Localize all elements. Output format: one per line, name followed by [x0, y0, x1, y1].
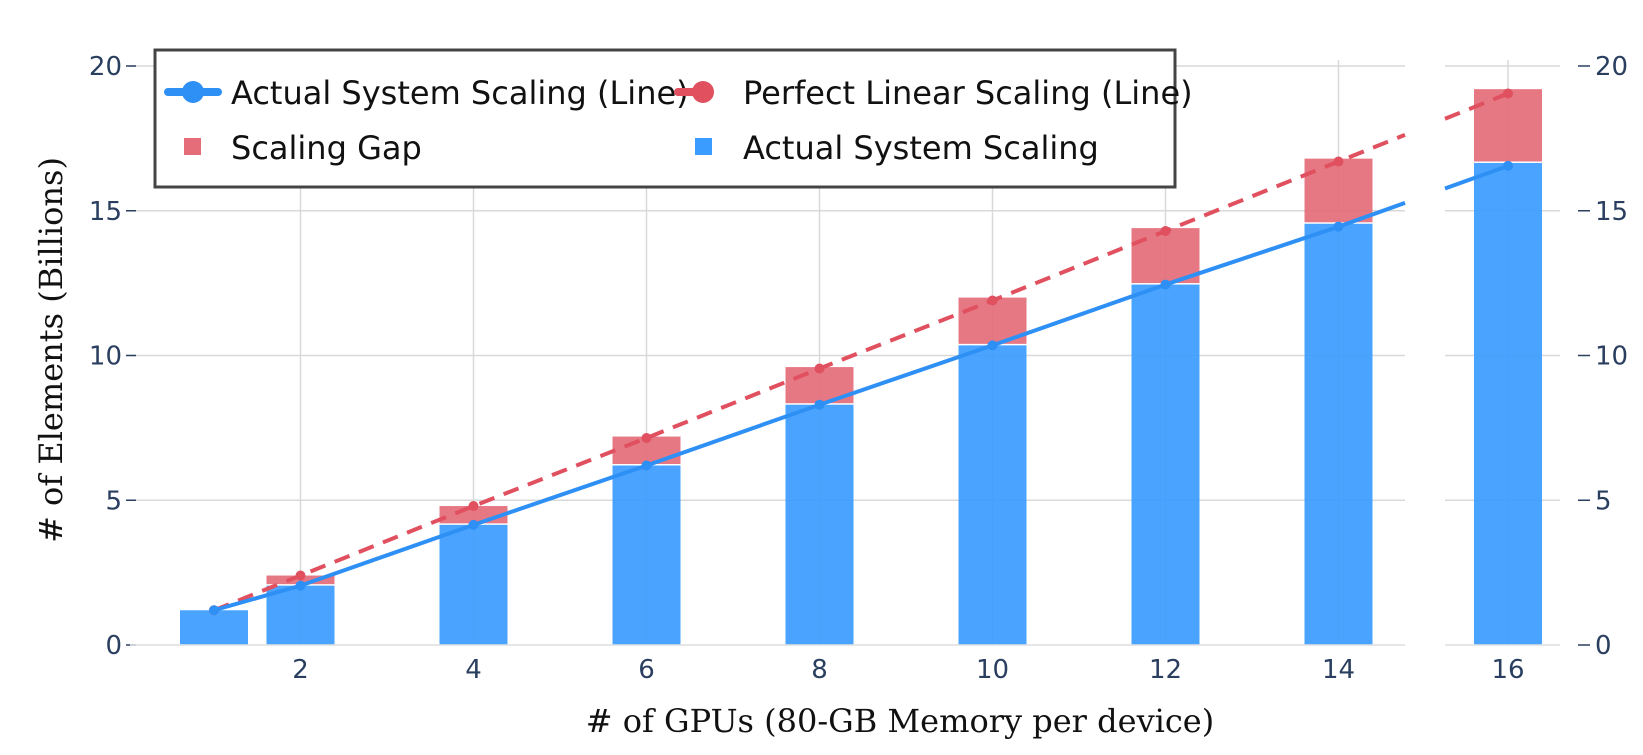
- actual-system-scaling-line-point: [1503, 160, 1513, 171]
- perfect-linear-scaling-line-point: [814, 363, 825, 374]
- y-tick-label-right: 15: [1595, 197, 1628, 227]
- y-axis-title: # of Elements (Billions): [32, 157, 70, 543]
- perfect-linear-scaling-line-point: [641, 433, 652, 444]
- x-axis-title: # of GPUs (80-GB Memory per device): [586, 702, 1214, 740]
- y-tick-label-left: 5: [105, 486, 122, 516]
- perfect-linear-scaling-line-point: [1503, 88, 1513, 99]
- legend-marker-actual-line: [182, 81, 204, 103]
- actual-system-scaling-line-point: [209, 605, 219, 616]
- x-tick-label: 14: [1322, 655, 1355, 685]
- actual-system-scaling-line-point: [295, 580, 306, 591]
- bars-layer: [180, 89, 1542, 646]
- y-tick-label-left: 15: [89, 197, 122, 227]
- legend-swatch-scaling-gap: [184, 138, 201, 155]
- perfect-linear-scaling-line-segment: [1444, 91, 1509, 121]
- legend-marker-perfect-line: [692, 81, 714, 103]
- x-tick-label: 4: [465, 655, 482, 685]
- legend-box: [153, 48, 1177, 189]
- y-tick-label-left: 0: [105, 631, 122, 661]
- bar-scaling-gap: [1304, 158, 1373, 223]
- legend-label-perfect-line: Perfect Linear Scaling (Line): [743, 74, 1193, 112]
- y-tick-label-right: 20: [1595, 52, 1628, 82]
- legend-label-actual-bar: Actual System Scaling: [743, 129, 1099, 167]
- perfect-linear-scaling-line-point: [1333, 156, 1344, 167]
- actual-system-scaling-line-point: [641, 460, 652, 471]
- bar-scaling-gap: [1131, 228, 1200, 284]
- actual-system-scaling-line-point: [1160, 279, 1171, 290]
- bar-actual-system-scaling: [1131, 284, 1200, 645]
- y-tick-label-left: 10: [89, 342, 122, 372]
- axis-layer: 0 0 5 5 10 10 15 15 20 20 2 4 6 8 10 12 14 16: [89, 52, 1628, 685]
- perfect-linear-scaling-line-point: [987, 295, 998, 306]
- bar-actual-system-scaling: [266, 585, 335, 645]
- legend-label-scaling-gap: Scaling Gap: [231, 129, 422, 167]
- actual-system-scaling-line-segment: [1444, 163, 1509, 191]
- bar-actual-system-scaling: [958, 345, 1027, 645]
- bar-actual-system-scaling: [439, 524, 508, 645]
- lines-layer: [209, 88, 1513, 616]
- perfect-linear-scaling-line-point: [468, 501, 479, 512]
- x-tick-label: 2: [292, 655, 309, 685]
- y-tick-label-left: 20: [89, 52, 122, 82]
- bar-actual-system-scaling: [612, 465, 681, 645]
- y-tick-label-right: 5: [1595, 486, 1612, 516]
- legend-label-actual-line: Actual System Scaling (Line): [231, 74, 689, 112]
- legend: Actual System Scaling (Line) Perfect Lin…: [153, 48, 1193, 189]
- y-tick-label-right: 10: [1595, 342, 1628, 372]
- bar-actual-system-scaling: [1474, 162, 1542, 646]
- bar-scaling-gap: [1474, 89, 1542, 162]
- x-tick-label: 8: [811, 655, 828, 685]
- x-tick-label: 12: [1149, 655, 1182, 685]
- x-tick-label: 16: [1491, 655, 1524, 685]
- y-tick-label-right: 0: [1595, 631, 1612, 661]
- bar-actual-system-scaling: [180, 610, 248, 645]
- actual-system-scaling-line-point: [987, 340, 998, 351]
- x-tick-label: 6: [638, 655, 655, 685]
- actual-system-scaling-line-point: [468, 519, 479, 530]
- actual-system-scaling-line-point: [814, 399, 825, 410]
- bar-actual-system-scaling: [785, 404, 854, 645]
- actual-system-scaling-line-point: [1333, 221, 1344, 232]
- perfect-linear-scaling-line-point: [295, 570, 306, 581]
- legend-swatch-actual-bar: [695, 138, 712, 155]
- perfect-linear-scaling-line-point: [1160, 226, 1171, 237]
- bar-actual-system-scaling: [1304, 223, 1373, 645]
- x-tick-label: 10: [976, 655, 1009, 685]
